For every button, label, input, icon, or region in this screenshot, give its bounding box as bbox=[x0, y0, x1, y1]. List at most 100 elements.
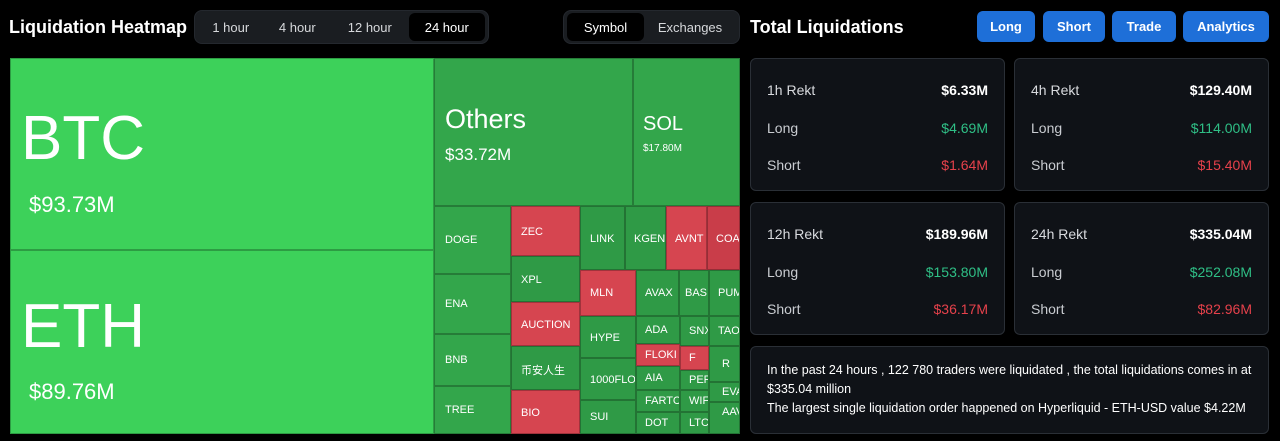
heatmap-tile-doge[interactable]: DOGE bbox=[434, 206, 511, 274]
heatmap-tile-1000floki[interactable]: 1000FLOKI bbox=[580, 358, 636, 400]
tab-24-hour[interactable]: 24 hour bbox=[408, 13, 485, 41]
heatmap-tile-hype[interactable]: HYPE bbox=[580, 316, 636, 358]
card-period: 12h Rekt bbox=[767, 226, 824, 242]
heatmap-tile-pump[interactable]: PUMP bbox=[709, 270, 740, 316]
tab-exchanges[interactable]: Exchanges bbox=[657, 19, 723, 35]
heatmap-tile-bio[interactable]: BIO bbox=[511, 390, 580, 434]
tile-symbol: F bbox=[689, 352, 696, 364]
long-label: Long bbox=[1031, 264, 1063, 280]
tile-symbol: PUMP bbox=[718, 287, 739, 299]
heatmap-tile-ena[interactable]: ENA bbox=[434, 274, 511, 334]
card-period: 1h Rekt bbox=[767, 82, 816, 98]
long-value: $4.69M bbox=[941, 120, 988, 136]
tile-symbol: SOL bbox=[643, 113, 684, 135]
heatmap-tile-avax[interactable]: AVAX bbox=[636, 270, 679, 316]
heatmap-tile-snx[interactable]: SNX bbox=[680, 316, 709, 346]
heatmap-tile-mln[interactable]: MLN bbox=[580, 270, 636, 316]
tile-symbol: FARTCOIN bbox=[645, 395, 679, 407]
liquidation-summary: In the past 24 hours , 122 780 traders w… bbox=[750, 346, 1269, 434]
short-value: $15.40M bbox=[1197, 157, 1252, 173]
card-total: $189.96M bbox=[925, 226, 988, 242]
heatmap-tile-dot[interactable]: DOT bbox=[636, 412, 680, 434]
heatmap-tile-tao[interactable]: TAO bbox=[709, 316, 740, 346]
heatmap-tile-auction[interactable]: AUCTION bbox=[511, 302, 580, 346]
heatmap-tile-aave[interactable]: AAVE bbox=[709, 402, 740, 434]
short-label: Short bbox=[1031, 301, 1065, 317]
heatmap-tile-sol[interactable]: SOL $17.80M bbox=[633, 58, 740, 206]
long-button[interactable]: Long bbox=[977, 11, 1035, 42]
heatmap-tile-kgen[interactable]: KGEN bbox=[625, 206, 666, 270]
heatmap-tile-aia[interactable]: AIA bbox=[636, 366, 680, 390]
heatmap-tile-others[interactable]: Others $33.72M bbox=[434, 58, 633, 206]
analytics-button[interactable]: Analytics bbox=[1183, 11, 1269, 42]
tile-symbol: DOT bbox=[645, 417, 669, 429]
heatmap-tile-binance-life[interactable]: 币安人生 bbox=[511, 346, 580, 390]
tile-value: $93.73M bbox=[29, 192, 115, 217]
tile-value: $33.72M bbox=[445, 145, 512, 164]
heatmap-tile-xpl[interactable]: XPL bbox=[511, 256, 580, 302]
tile-symbol: TREE bbox=[445, 404, 475, 416]
tab-4-hour[interactable]: 4 hour bbox=[278, 19, 316, 35]
view-tabs: Symbol Exchanges bbox=[563, 10, 740, 44]
heatmap-tile-coai[interactable]: COAI bbox=[707, 206, 740, 270]
tab-1-hour[interactable]: 1 hour bbox=[212, 19, 250, 35]
summary-line-1: In the past 24 hours , 122 780 traders w… bbox=[767, 363, 1252, 396]
long-value: $114.00M bbox=[1190, 120, 1252, 136]
tile-symbol: BIO bbox=[521, 407, 540, 419]
tile-symbol: LTC bbox=[689, 417, 709, 429]
card-total: $6.33M bbox=[941, 82, 988, 98]
tile-symbol: AIA bbox=[645, 372, 663, 384]
time-range-tabs: 1 hour 4 hour 12 hour 24 hour bbox=[194, 10, 489, 44]
heatmap-tile-avnt[interactable]: AVNT bbox=[666, 206, 707, 270]
tab-symbol[interactable]: Symbol bbox=[567, 13, 644, 41]
tile-symbol: SNX bbox=[689, 325, 708, 337]
tile-symbol: 币安人生 bbox=[521, 365, 565, 377]
tile-symbol: MLN bbox=[590, 287, 614, 299]
heatmap-tile-sui[interactable]: SUI bbox=[580, 400, 636, 434]
heatmap-tile-bnb[interactable]: BNB bbox=[434, 334, 511, 386]
tile-symbol: BNB bbox=[445, 354, 468, 366]
card-total: $129.40M bbox=[1189, 82, 1252, 98]
tile-symbol: AVNT bbox=[675, 233, 704, 245]
heatmap-tile-bas[interactable]: BAS bbox=[679, 270, 709, 316]
tile-symbol: KGEN bbox=[634, 233, 666, 245]
card-total: $335.04M bbox=[1189, 226, 1252, 242]
heatmap-title: Liquidation Heatmap bbox=[9, 17, 188, 37]
heatmap-tile-btc[interactable]: BTC $93.73M bbox=[10, 58, 434, 250]
summary-line-2: The largest single liquidation order hap… bbox=[767, 401, 1246, 415]
card-24h-rekt: 24h Rekt $335.04M Long $252.08M Short $8… bbox=[1014, 202, 1269, 335]
tile-symbol: COAI bbox=[716, 233, 740, 245]
heatmap-tile-fartcoin[interactable]: FARTCOIN bbox=[636, 390, 680, 412]
card-4h-rekt: 4h Rekt $129.40M Long $114.00M Short $15… bbox=[1014, 58, 1269, 191]
long-label: Long bbox=[767, 264, 799, 280]
heatmap-tile-zec[interactable]: ZEC bbox=[511, 206, 580, 256]
tile-symbol: LINK bbox=[590, 233, 615, 245]
totals-title: Total Liquidations bbox=[750, 17, 904, 37]
tile-symbol: AUCTION bbox=[521, 319, 571, 331]
trade-button[interactable]: Trade bbox=[1112, 11, 1176, 42]
short-button[interactable]: Short bbox=[1043, 11, 1105, 42]
heatmap-tile-eth[interactable]: ETH $89.76M bbox=[10, 250, 434, 434]
tab-12-hour[interactable]: 12 hour bbox=[347, 19, 392, 35]
tile-symbol: ZEC bbox=[521, 226, 543, 238]
tile-symbol: 1000FLOKI bbox=[590, 374, 636, 386]
short-label: Short bbox=[767, 301, 801, 317]
heatmap-tile-floki[interactable]: FLOKI bbox=[636, 344, 680, 366]
heatmap-tile-pepe[interactable]: PEPE bbox=[680, 370, 709, 390]
tile-symbol: TAO bbox=[718, 325, 740, 337]
heatmap-tile-ltc[interactable]: LTC bbox=[680, 412, 709, 434]
short-label: Short bbox=[1031, 157, 1065, 173]
heatmap-tile-f[interactable]: F bbox=[680, 346, 709, 370]
heatmap-tile-ada[interactable]: ADA bbox=[636, 316, 680, 344]
heatmap-tile-wif[interactable]: WIF bbox=[680, 390, 709, 412]
card-12h-rekt: 12h Rekt $189.96M Long $153.80M Short $3… bbox=[750, 202, 1005, 335]
tile-symbol: AVAX bbox=[645, 287, 673, 299]
tile-symbol: SUI bbox=[590, 411, 609, 423]
tile-symbol: HYPE bbox=[590, 332, 620, 344]
short-value: $82.96M bbox=[1197, 301, 1252, 317]
heatmap-tile-r[interactable]: R bbox=[709, 346, 740, 382]
heatmap-tile-tree[interactable]: TREE bbox=[434, 386, 511, 434]
heatmap-tile-link[interactable]: LINK bbox=[580, 206, 625, 270]
tile-symbol: FLOKI bbox=[645, 349, 677, 361]
